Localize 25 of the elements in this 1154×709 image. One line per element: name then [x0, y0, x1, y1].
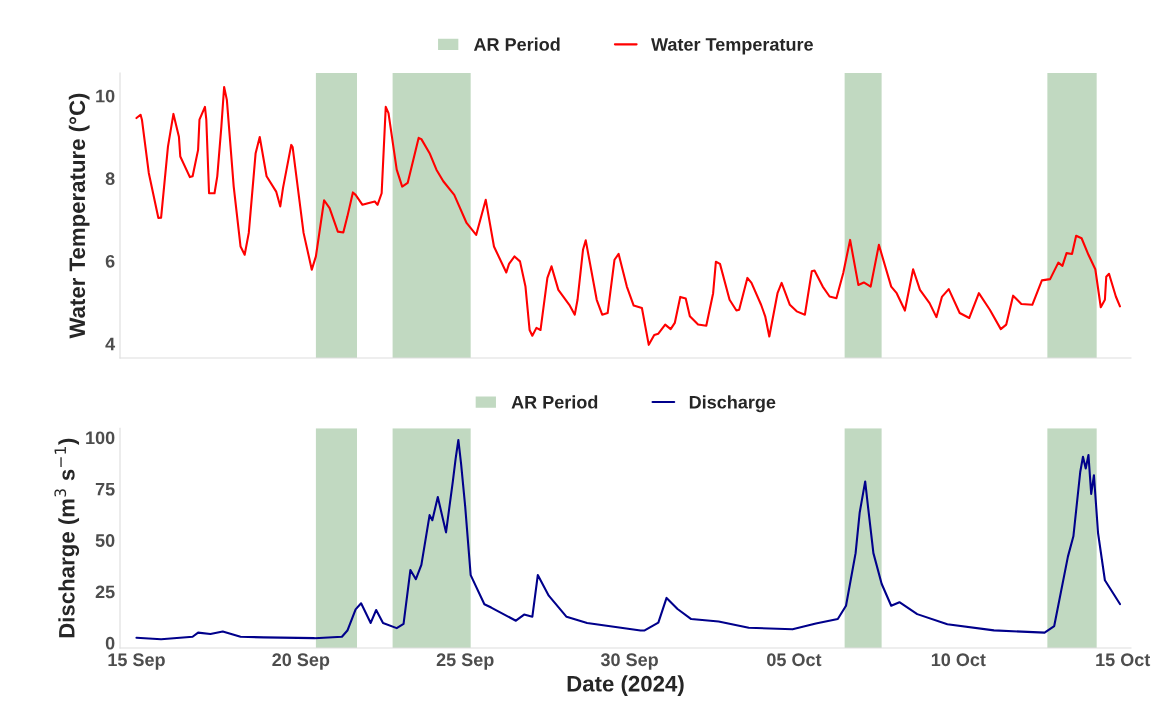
x-tick-label: 25 Sep	[436, 653, 494, 670]
y-tick-label: 8	[105, 172, 115, 186]
x-tick-label: 05 Oct	[767, 653, 822, 667]
x-tick-label: 15 Sep	[108, 653, 165, 670]
x-tick-label: 30 Sep	[600, 653, 658, 670]
x-axis-title: Date (2024)	[567, 675, 684, 696]
x-tick-label: 15 Oct	[1096, 653, 1151, 667]
y-tick-label: 50	[95, 534, 115, 547]
legend-label: Discharge	[689, 395, 776, 413]
y-tick-label: 75	[95, 482, 115, 496]
line-series	[135, 438, 1121, 641]
y-tick-label: 25	[95, 585, 115, 599]
x-tick-label: 20 Sep	[272, 653, 330, 670]
y-tick-label: 10	[96, 89, 115, 103]
line-series	[135, 86, 1121, 346]
y-axis-title: Water Temperature (°C)	[68, 93, 90, 339]
legend-label: AR Period	[473, 37, 560, 51]
y-tick-label: 0	[105, 636, 115, 650]
y-tick-label: 6	[105, 254, 115, 268]
y-axis-title: Discharge (m$^{3}$ s$^{−1}$)	[54, 438, 80, 638]
legend-label: Water Temperature	[651, 38, 813, 55]
x-tick-label: 10 Oct	[931, 653, 986, 667]
y-tick-label: 4	[105, 337, 116, 351]
legend-label: AR Period	[511, 395, 598, 409]
y-tick-label: 100	[86, 431, 115, 445]
